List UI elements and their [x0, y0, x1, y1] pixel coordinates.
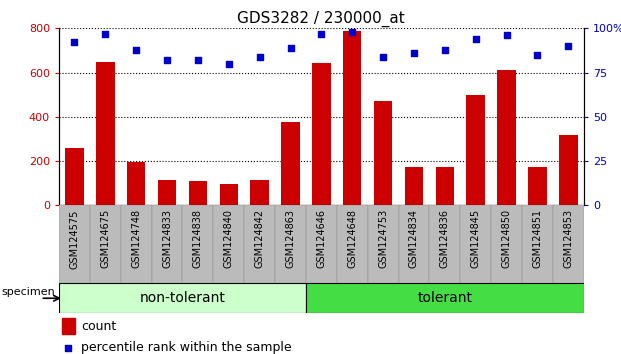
Text: GSM124675: GSM124675 — [101, 209, 111, 268]
Point — [471, 36, 481, 42]
Point — [347, 29, 357, 35]
Bar — [158, 180, 176, 205]
Point — [316, 31, 327, 36]
Text: count: count — [81, 320, 116, 333]
Point — [70, 40, 79, 45]
Bar — [275, 205, 306, 283]
Text: non-tolerant: non-tolerant — [140, 291, 225, 305]
Bar — [429, 205, 460, 283]
Bar — [244, 205, 275, 283]
Bar — [522, 205, 553, 283]
Text: GSM124648: GSM124648 — [347, 209, 357, 268]
Bar — [374, 101, 392, 205]
Text: GSM124646: GSM124646 — [316, 209, 327, 268]
Bar — [343, 30, 361, 205]
Bar — [62, 318, 75, 334]
Bar — [368, 205, 399, 283]
Bar — [120, 205, 152, 283]
Point — [532, 52, 542, 58]
Point — [255, 54, 265, 59]
Point — [409, 50, 419, 56]
Point — [286, 45, 296, 51]
Text: GSM124845: GSM124845 — [471, 209, 481, 268]
Point — [193, 57, 203, 63]
Point — [563, 43, 573, 49]
Text: GSM124842: GSM124842 — [255, 209, 265, 268]
Bar — [312, 63, 330, 205]
Point — [162, 57, 172, 63]
Bar — [281, 122, 300, 205]
Text: GSM124850: GSM124850 — [502, 209, 512, 268]
Text: GSM124836: GSM124836 — [440, 209, 450, 268]
Text: tolerant: tolerant — [417, 291, 473, 305]
Text: GSM124838: GSM124838 — [193, 209, 203, 268]
Text: percentile rank within the sample: percentile rank within the sample — [81, 341, 292, 354]
Bar — [96, 62, 114, 205]
Bar — [399, 205, 429, 283]
Bar — [183, 205, 214, 283]
Text: GSM124853: GSM124853 — [563, 209, 573, 268]
Bar — [59, 205, 90, 283]
Bar — [466, 95, 485, 205]
Text: GSM124840: GSM124840 — [224, 209, 233, 268]
Bar — [405, 167, 424, 205]
Bar — [497, 70, 516, 205]
Bar — [214, 205, 244, 283]
Text: GSM124575: GSM124575 — [70, 209, 79, 269]
Bar — [491, 205, 522, 283]
Bar — [337, 205, 368, 283]
Bar — [189, 181, 207, 205]
Text: GSM124833: GSM124833 — [162, 209, 172, 268]
Bar — [460, 205, 491, 283]
Point — [440, 47, 450, 52]
Text: GSM124753: GSM124753 — [378, 209, 388, 268]
Bar — [90, 205, 120, 283]
Text: GSM124863: GSM124863 — [286, 209, 296, 268]
Bar — [127, 162, 145, 205]
Bar — [559, 135, 578, 205]
Text: specimen: specimen — [1, 287, 55, 297]
Bar — [250, 180, 269, 205]
Bar — [65, 148, 84, 205]
Bar — [59, 283, 306, 313]
Point — [224, 61, 233, 67]
Point — [378, 54, 388, 59]
Point — [131, 47, 141, 52]
Bar — [553, 205, 584, 283]
Text: GSM124851: GSM124851 — [532, 209, 542, 268]
Bar — [306, 283, 584, 313]
Point — [101, 31, 111, 36]
Point — [63, 345, 73, 350]
Bar — [306, 205, 337, 283]
Bar — [435, 167, 454, 205]
Point — [502, 33, 512, 38]
Bar — [152, 205, 183, 283]
Bar — [219, 184, 238, 205]
Text: GSM124834: GSM124834 — [409, 209, 419, 268]
Text: GSM124748: GSM124748 — [131, 209, 141, 268]
Bar — [528, 167, 546, 205]
Title: GDS3282 / 230000_at: GDS3282 / 230000_at — [237, 11, 406, 27]
